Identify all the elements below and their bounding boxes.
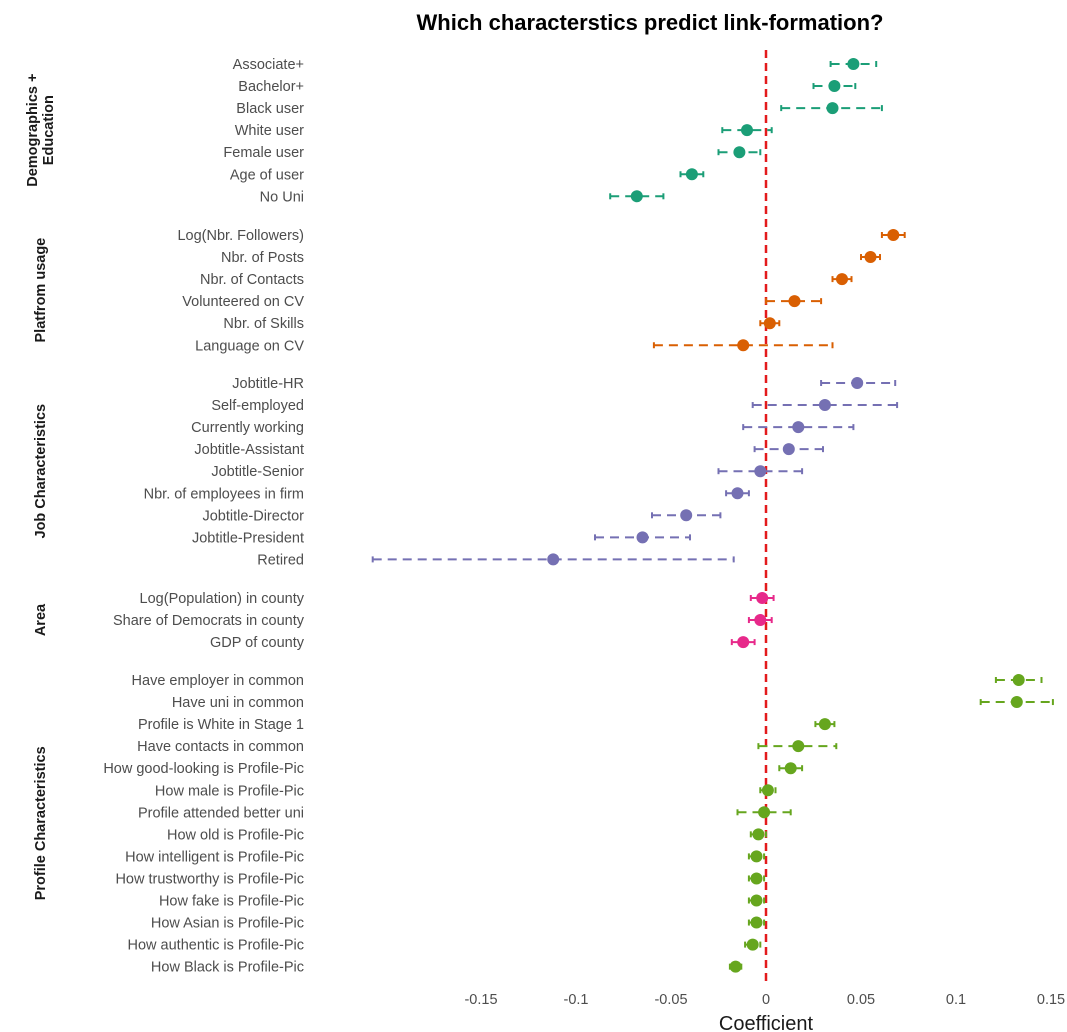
row-label: White user <box>235 123 304 139</box>
row-label: How Asian is Profile-Pic <box>151 916 304 932</box>
estimate-point <box>737 339 750 352</box>
estimate-point <box>826 102 839 115</box>
estimate-point <box>887 229 900 241</box>
estimate-point <box>636 531 649 544</box>
x-tick-label: -0.15 <box>464 992 497 1008</box>
estimate-point <box>754 465 767 478</box>
estimate-point <box>847 58 860 70</box>
row-label: Age of user <box>230 167 304 183</box>
estimate-point <box>750 872 763 885</box>
row-label: Associate+ <box>233 57 304 73</box>
estimate-point <box>750 894 763 907</box>
row-label: Log(Population) in county <box>140 591 305 607</box>
estimate-point <box>630 190 643 203</box>
group-label: Demographics +Education <box>25 74 57 187</box>
estimate-point <box>750 850 763 863</box>
row-label: Black user <box>236 101 304 117</box>
row-label: Female user <box>223 145 304 161</box>
estimate-point <box>818 718 831 731</box>
row-label: How authentic is Profile-Pic <box>128 938 305 954</box>
row-label: GDP of county <box>210 635 305 651</box>
estimate-point <box>750 916 763 929</box>
x-tick-label: 0.1 <box>946 992 966 1008</box>
estimate-point <box>1010 696 1023 709</box>
estimate-point <box>851 377 864 389</box>
row-label: Jobtitle-Director <box>202 508 304 524</box>
row-label: Volunteered on CV <box>182 294 304 310</box>
row-label: Log(Nbr. Followers) <box>177 228 304 244</box>
row-label: No Uni <box>260 189 304 205</box>
estimate-point <box>836 273 848 286</box>
x-tick-label: -0.1 <box>564 992 589 1008</box>
row-label: Have uni in common <box>172 695 304 711</box>
row-label: How fake is Profile-Pic <box>159 894 304 910</box>
estimate-point <box>685 168 698 181</box>
estimate-point <box>754 614 767 627</box>
estimate-point <box>756 592 769 604</box>
estimate-point <box>680 509 693 522</box>
estimate-point <box>741 124 753 137</box>
estimate-point <box>731 487 744 500</box>
row-label: How Black is Profile-Pic <box>151 960 304 976</box>
estimate-point <box>784 762 797 775</box>
row-label: Jobtitle-Assistant <box>194 442 304 458</box>
estimate-point <box>761 784 774 797</box>
row-label: How male is Profile-Pic <box>155 783 304 799</box>
estimate-point <box>828 80 841 93</box>
estimate-point <box>752 828 765 841</box>
row-label: Profile is White in Stage 1 <box>138 717 304 733</box>
row-label: Bachelor+ <box>238 79 304 95</box>
estimate-point <box>1012 674 1025 686</box>
x-tick-label: 0 <box>762 992 770 1008</box>
chart-title: Which characterstics predict link-format… <box>416 10 884 35</box>
row-label: How good-looking is Profile-Pic <box>103 761 304 777</box>
row-label: Share of Democrats in county <box>113 613 305 629</box>
estimate-point <box>818 399 831 412</box>
row-label: Retired <box>257 552 304 568</box>
row-label: How intelligent is Profile-Pic <box>125 849 304 865</box>
estimate-point <box>737 636 750 649</box>
row-label: Language on CV <box>195 338 304 354</box>
group-label: Profile Characteristics <box>33 746 49 900</box>
row-label: How trustworthy is Profile-Pic <box>115 871 304 887</box>
row-label: Jobtitle-President <box>192 530 304 546</box>
x-tick-label: 0.05 <box>847 992 875 1008</box>
row-label: How old is Profile-Pic <box>167 827 304 843</box>
estimate-point <box>733 146 746 159</box>
row-label: Have contacts in common <box>137 739 304 755</box>
group-label: Job Characteristics <box>33 404 49 539</box>
row-label: Profile attended better uni <box>138 805 304 821</box>
row-label: Nbr. of employees in firm <box>144 486 304 502</box>
estimate-point <box>729 960 742 973</box>
group-label: Platfrom usage <box>33 238 49 343</box>
row-label: Jobtitle-Senior <box>211 464 304 480</box>
estimate-point <box>763 317 776 330</box>
row-label: Self-employed <box>211 398 304 414</box>
row-label: Have employer in common <box>132 673 304 689</box>
row-label: Nbr. of Skills <box>223 316 304 332</box>
estimate-point <box>792 740 805 753</box>
row-label: Currently working <box>191 420 304 436</box>
estimate-point <box>788 295 801 308</box>
row-label: Nbr. of Posts <box>221 250 304 266</box>
estimate-point <box>547 553 560 566</box>
x-tick-label: 0.15 <box>1037 992 1065 1008</box>
row-label: Nbr. of Contacts <box>200 272 304 288</box>
row-label: Jobtitle-HR <box>232 376 304 392</box>
estimate-point <box>792 421 805 434</box>
x-tick-label: -0.05 <box>654 992 687 1008</box>
x-axis-label: Coefficient <box>719 1013 814 1032</box>
estimate-point <box>864 251 877 264</box>
group-label: Area <box>33 603 49 636</box>
estimate-point <box>746 938 759 951</box>
estimate-point <box>782 443 795 456</box>
estimate-point <box>758 806 771 819</box>
